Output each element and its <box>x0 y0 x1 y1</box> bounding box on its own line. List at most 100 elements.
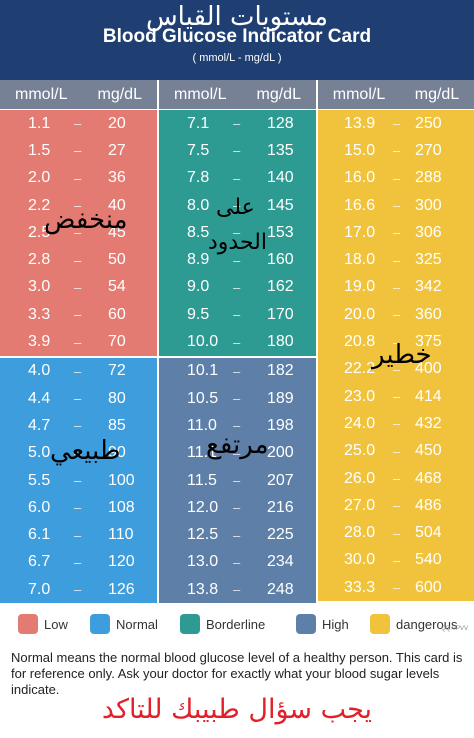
mgdl-value: 288 <box>415 169 442 187</box>
mgdl-value: 248 <box>267 580 294 598</box>
table-row: 27.0 –486 <box>318 493 474 519</box>
mgdl-value: 600 <box>415 578 442 596</box>
range-block-high: 10.1–182 10.5–189 11.0–198 11.1–200 11.5–207… <box>159 357 316 604</box>
table-row: 16.6 –300 <box>318 193 474 219</box>
range-dash: – <box>233 116 241 132</box>
range-dash: – <box>233 418 241 434</box>
mmol-value: 13.9 <box>344 114 376 132</box>
legend-label: High <box>322 616 349 632</box>
mgdl-value: 400 <box>415 360 442 378</box>
range-dash: – <box>74 307 82 323</box>
mmol-value: 10.5 <box>187 389 219 407</box>
mgdl-value: 207 <box>267 471 294 489</box>
mmol-header: mmol/L <box>332 85 386 103</box>
table-row: 6.7 – 120 <box>0 549 157 575</box>
range-block-normal: 4.0–72 4.4–80 4.7–85 5.0–90 5.5–100 6.0–108 6.… <box>0 357 157 604</box>
mgdl-value: 135 <box>267 141 294 159</box>
mmol-value: 2.5 <box>28 223 51 241</box>
range-dash: – <box>74 418 82 434</box>
range-dash: – <box>233 334 241 350</box>
range-dash: – <box>74 143 82 159</box>
range-dash: – <box>74 170 82 186</box>
range-dash: – <box>233 473 241 489</box>
mmol-value: 25.0 <box>344 442 376 460</box>
overlay-high: مرتفع <box>206 430 269 460</box>
table-row: 2.8 – 50 <box>0 247 157 273</box>
range-dash: – <box>393 279 401 295</box>
mmol-value: 13.8 <box>187 580 219 598</box>
table-row: 10.1– 182 <box>159 358 316 384</box>
mgdl-value: 70 <box>108 333 126 351</box>
table-row: 26.0 –468 <box>318 466 474 492</box>
mgdl-value: 140 <box>267 169 294 187</box>
range-dash: – <box>393 116 401 132</box>
range-dash: – <box>393 389 401 405</box>
table-row: 7.5 – 135 <box>159 138 316 164</box>
mmol-value: 3.9 <box>28 333 51 351</box>
mgdl-value: 40 <box>108 196 126 214</box>
mmol-value: 20.8 <box>344 333 376 351</box>
mmol-value: 6.1 <box>28 526 51 544</box>
mgdl-value: 72 <box>108 362 126 380</box>
mmol-value: 8.5 <box>187 223 210 241</box>
legend-swatch <box>370 614 390 634</box>
range-dash: – <box>233 252 241 268</box>
table-row: 6.0 – 108 <box>0 495 157 521</box>
legend-swatch <box>90 614 110 634</box>
range-dash: – <box>233 500 241 516</box>
mmol-value: 23.0 <box>344 387 376 405</box>
range-dash: – <box>74 252 82 268</box>
mmol-value: 13.0 <box>187 553 219 571</box>
table-row: 3.0 – 54 <box>0 274 157 300</box>
mgdl-value: 170 <box>267 305 294 323</box>
mmol-value: 7.1 <box>187 114 210 132</box>
mmol-value: 16.6 <box>344 196 376 214</box>
table-row: 11.1– 200 <box>159 440 316 466</box>
range-dash: – <box>393 498 401 514</box>
column-header-3: mmol/L mg/dL <box>318 80 474 109</box>
range-dash: – <box>393 170 401 186</box>
table-row: 16.0 –288 <box>318 165 474 191</box>
mmol-value: 20.0 <box>344 305 376 323</box>
mgdl-value: 80 <box>108 389 126 407</box>
mmol-value: 24.0 <box>344 414 376 432</box>
mmol-value: 11.1 <box>187 444 217 462</box>
table-row: 8.0 – 145 <box>159 193 316 219</box>
range-dash: – <box>74 554 82 570</box>
mgdl-value: 160 <box>267 251 294 269</box>
range-dash: – <box>393 580 401 596</box>
mmol-value: 12.5 <box>187 526 219 544</box>
mgdl-value: 90 <box>108 444 126 462</box>
table-row: 5.5 – 100 <box>0 468 157 494</box>
mmol-value: 1.1 <box>28 114 51 132</box>
table-row: 13.8– 248 <box>159 577 316 603</box>
mgdl-value: 200 <box>267 444 294 462</box>
range-dash: – <box>233 198 241 214</box>
overlay-normal: طبيعي <box>50 436 121 466</box>
table-row: 7.0 – 126 <box>0 577 157 603</box>
mgdl-value: 110 <box>108 526 134 544</box>
mmol-value: 1.5 <box>28 141 51 159</box>
table-row: 3.9 – 70 <box>0 329 157 355</box>
table-row: 1.1 – 20 <box>0 111 157 137</box>
mmol-value: 33.3 <box>344 578 376 596</box>
legend-label: Borderline <box>206 616 266 632</box>
table-row: 8.5 – 153 <box>159 220 316 246</box>
mgdl-header: mg/dL <box>256 85 301 103</box>
table-row: 10.5– 189 <box>159 386 316 412</box>
arabic-title: مستويات القياس <box>145 2 329 32</box>
table-row: 28.0 –504 <box>318 520 474 546</box>
column-header-2: mmol/L mg/dL <box>159 80 316 109</box>
mmol-value: 27.0 <box>344 496 376 514</box>
mmol-value: 15.0 <box>344 141 376 159</box>
table-row: 9.5 – 170 <box>159 302 316 328</box>
mmol-value: 4.4 <box>28 389 51 407</box>
mmol-value: 3.0 <box>28 278 51 296</box>
range-dash: – <box>393 334 401 350</box>
table-row: 15.0 –270 <box>318 138 474 164</box>
mgdl-value: 100 <box>108 471 135 489</box>
table-row: 1.5 – 27 <box>0 138 157 164</box>
mgdl-value: 126 <box>108 580 135 598</box>
legend-swatch <box>296 614 316 634</box>
range-dash: – <box>393 198 401 214</box>
